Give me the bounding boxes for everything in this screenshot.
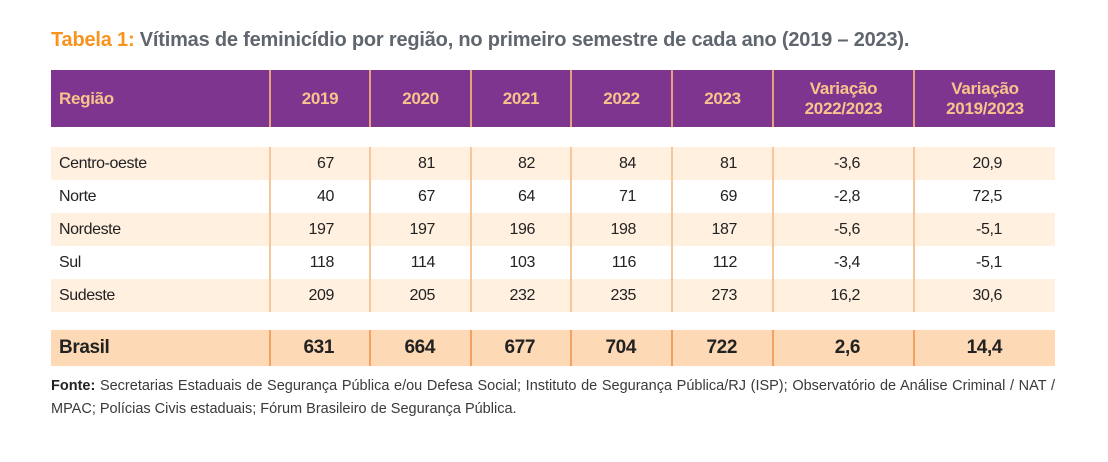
value-cell: 116 [570,246,672,279]
value-cell: 205 [369,279,471,312]
region-cell: Sudeste [51,279,270,312]
value-cell: 677 [470,330,571,366]
value-cell: 273 [671,279,773,312]
value-cell: 209 [269,279,370,312]
value-cell: 20,9 [913,147,1055,180]
value-cell: 722 [671,330,773,366]
value-cell: 664 [369,330,471,366]
value-cell: 232 [470,279,571,312]
value-cell: 82 [470,147,571,180]
table-row: Nordeste 197 197 196 198 187 -5,6 -5,1 [51,213,1055,246]
column-header: 2021 [470,70,571,127]
region-cell: Sul [51,246,270,279]
value-cell: 40 [269,180,370,213]
value-cell: 81 [369,147,471,180]
value-cell: 103 [470,246,571,279]
value-cell: 198 [570,213,672,246]
column-header: 2023 [671,70,773,127]
value-cell: -5,6 [772,213,914,246]
region-cell: Brasil [51,330,270,366]
region-cell: Centro-oeste [51,147,270,180]
table-row: Sul 118 114 103 116 112 -3,4 -5,1 [51,246,1055,279]
column-header: Variação 2022/2023 [772,70,914,127]
header-row: Região 2019 2020 2021 2022 2023 Variação 2022/… [51,70,1055,127]
table-row: Norte 40 67 64 71 69 -2,8 72,5 [51,180,1055,213]
table-caption: Vítimas de feminicídio por região, no pr… [134,29,910,51]
value-cell: 704 [570,330,672,366]
value-cell: 14,4 [913,330,1055,366]
source-note: Fonte: Secretarias Estaduais de Seguranç… [51,375,1055,421]
column-header: Variação 2019/2023 [913,70,1055,127]
source-text: Secretarias Estaduais de Segurança Públi… [51,378,1055,417]
spacer-row [51,127,1055,147]
value-cell: 64 [470,180,571,213]
value-cell: 197 [369,213,471,246]
table-row: Sudeste 209 205 232 235 273 16,2 30,6 [51,279,1055,312]
value-cell: 112 [671,246,773,279]
source-label: Fonte: [51,378,96,394]
value-cell: 81 [671,147,773,180]
value-cell: 118 [269,246,370,279]
value-cell: 67 [269,147,370,180]
column-header: Região [51,70,270,127]
value-cell: -5,1 [913,246,1055,279]
value-cell: 72,5 [913,180,1055,213]
value-cell: 187 [671,213,773,246]
total-row: Brasil 631 664 677 704 722 2,6 14,4 [51,330,1055,366]
region-cell: Nordeste [51,213,270,246]
column-header: 2019 [269,70,370,127]
value-cell: 71 [570,180,672,213]
table-number: Tabela 1: [51,29,135,51]
spacer-row [51,312,1055,330]
value-cell: -3,4 [772,246,914,279]
value-cell: 67 [369,180,471,213]
value-cell: 114 [369,246,471,279]
value-cell: 16,2 [772,279,914,312]
value-cell: 69 [671,180,773,213]
value-cell: 631 [269,330,370,366]
value-cell: 196 [470,213,571,246]
column-header: 2022 [570,70,672,127]
value-cell: -3,6 [772,147,914,180]
value-cell: 30,6 [913,279,1055,312]
table-row: Centro-oeste 67 81 82 84 81 -3,6 20,9 [51,147,1055,180]
value-cell: 197 [269,213,370,246]
value-cell: 84 [570,147,672,180]
value-cell: -5,1 [913,213,1055,246]
value-cell: -2,8 [772,180,914,213]
value-cell: 2,6 [772,330,914,366]
value-cell: 235 [570,279,672,312]
column-header: 2020 [369,70,471,127]
femicide-table: Região 2019 2020 2021 2022 2023 Variação 2022/… [51,70,1055,366]
table-title: Tabela 1: Vítimas de feminicídio por reg… [51,29,909,52]
region-cell: Norte [51,180,270,213]
